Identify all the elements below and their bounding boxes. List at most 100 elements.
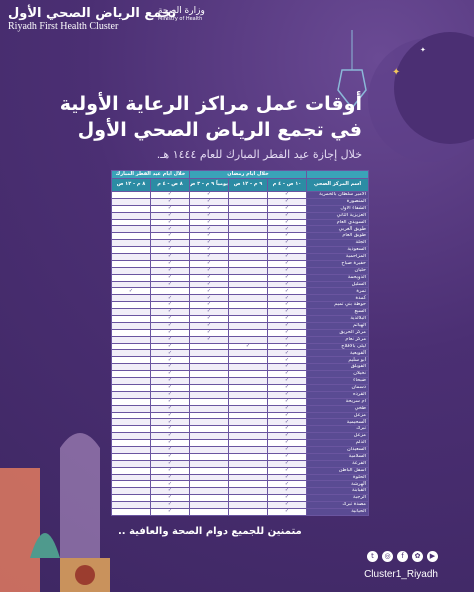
check-mark: ✓ <box>150 266 190 275</box>
check-mark: ✓ <box>267 404 307 413</box>
empty-cell <box>111 301 151 310</box>
check-mark: ✓ <box>267 383 307 392</box>
empty-cell <box>111 439 151 447</box>
center-name-cell: طويق الغربي <box>306 225 369 234</box>
center-name-cell: مصدة تبرك <box>306 501 369 509</box>
check-mark: ✓ <box>267 356 307 365</box>
table-row: السعيدان ✓ ✓ <box>111 445 369 454</box>
check-mark: ✓ <box>189 308 229 317</box>
snapchat-icon[interactable]: ✿ <box>412 551 423 562</box>
center-name-cell: ليلى بالأفلاج <box>306 342 369 351</box>
check-mark: ✓ <box>150 459 190 468</box>
center-name-cell: حوطة بني تميم <box>306 301 369 310</box>
empty-cell <box>189 452 229 461</box>
check-mark: ✓ <box>150 246 190 255</box>
check-mark: ✓ <box>267 507 307 516</box>
table-row: القبابنة ✓ ✓ <box>111 487 369 496</box>
check-mark: ✓ <box>150 335 190 344</box>
empty-cell <box>111 473 151 482</box>
empty-cell <box>189 445 229 454</box>
empty-cell <box>111 404 151 413</box>
page-title: أوقات عمل مراكز الرعاية الأولية في تجمع … <box>60 92 362 161</box>
check-mark: ✓ <box>189 239 229 248</box>
check-mark: ✓ <box>189 280 229 289</box>
check-mark: ✓ <box>189 232 229 241</box>
check-mark: ✓ <box>150 487 190 496</box>
youtube-icon[interactable]: ▶ <box>427 551 438 562</box>
empty-cell <box>189 459 229 468</box>
empty-cell <box>111 335 151 344</box>
check-mark: ✓ <box>189 204 229 213</box>
twitter-icon[interactable]: t <box>367 551 378 562</box>
check-mark: ✓ <box>150 259 190 268</box>
center-name-cell: الحيانية <box>306 507 369 516</box>
empty-cell <box>111 501 151 509</box>
svg-text:✦: ✦ <box>392 67 400 78</box>
group-eid-header: خلال أيام عيد الفطر المبارك <box>111 170 190 179</box>
check-mark: ✓ <box>267 239 307 248</box>
check-mark: ✓ <box>150 411 190 420</box>
empty-cell <box>228 280 268 289</box>
empty-cell <box>228 315 268 323</box>
social-handle[interactable]: Cluster1_Riyadh <box>364 569 438 580</box>
check-mark: ✓ <box>267 266 307 275</box>
check-mark: ✓ <box>267 459 307 468</box>
empty-cell <box>189 425 229 434</box>
check-mark: ✓ <box>189 246 229 255</box>
check-mark: ✓ <box>150 204 190 213</box>
check-mark: ✓ <box>267 466 307 475</box>
table-row: الأمير سلطان بالخمرية ✓ ✓ ✓ <box>111 191 369 199</box>
check-mark: ✓ <box>267 480 307 489</box>
empty-cell <box>111 246 151 255</box>
instagram-icon[interactable]: ◎ <box>382 551 393 562</box>
empty-cell <box>228 273 268 282</box>
empty-cell <box>111 211 151 220</box>
empty-cell <box>111 487 151 496</box>
empty-cell <box>228 390 268 399</box>
empty-cell <box>228 466 268 475</box>
empty-cell <box>189 356 229 365</box>
check-mark: ✓ <box>150 390 190 399</box>
empty-cell <box>228 383 268 392</box>
check-mark: ✓ <box>150 370 190 379</box>
empty-cell <box>228 266 268 275</box>
table-row: المزاحمية ✓ ✓ ✓ <box>111 253 369 261</box>
check-mark: ✓ <box>150 191 190 199</box>
empty-cell <box>228 211 268 220</box>
empty-cell <box>189 494 229 503</box>
empty-cell <box>111 363 151 372</box>
table-row: الشفاء الأول ✓ ✓ ✓ <box>111 204 369 213</box>
check-mark: ✓ <box>150 507 190 516</box>
empty-cell <box>228 459 268 468</box>
empty-cell <box>111 418 151 427</box>
check-mark: ✓ <box>267 280 307 289</box>
empty-cell <box>111 425 151 434</box>
table-row: القرده ✓ ✓ <box>111 390 369 399</box>
check-mark: ✓ <box>267 452 307 461</box>
check-mark: ✓ <box>150 211 190 220</box>
empty-cell <box>111 507 151 516</box>
column-header-2: ٩ م - ١٢ ص <box>228 178 268 192</box>
check-mark: ✓ <box>267 315 307 323</box>
empty-cell <box>189 390 229 399</box>
table-row: الهرشة ✓ ✓ <box>111 480 369 489</box>
table-row: مركز الحريق ✓ ✓ ✓ <box>111 328 369 337</box>
check-mark: ✓ <box>150 301 190 310</box>
empty-cell <box>111 411 151 420</box>
subtitle: خلال إجازة عيد الفطر المبارك للعام ١٤٤٤ … <box>156 148 362 161</box>
empty-cell <box>228 480 268 489</box>
empty-cell <box>228 445 268 454</box>
check-mark: ✓ <box>150 432 190 441</box>
empty-cell <box>228 494 268 503</box>
empty-cell <box>228 253 268 261</box>
check-mark: ✓ <box>189 253 229 261</box>
center-name-cell: مزعل <box>306 411 369 420</box>
check-mark: ✓ <box>150 494 190 503</box>
center-name-cell: القويعية <box>306 349 369 358</box>
empty-cell <box>111 191 151 199</box>
check-mark: ✓ <box>267 218 307 227</box>
empty-cell <box>189 377 229 385</box>
facebook-icon[interactable]: f <box>397 551 408 562</box>
table-row: ليلى بالأفلاج ✓ ✓ ✓ <box>111 342 369 351</box>
table-row: السويدي العام ✓ ✓ ✓ <box>111 218 369 227</box>
